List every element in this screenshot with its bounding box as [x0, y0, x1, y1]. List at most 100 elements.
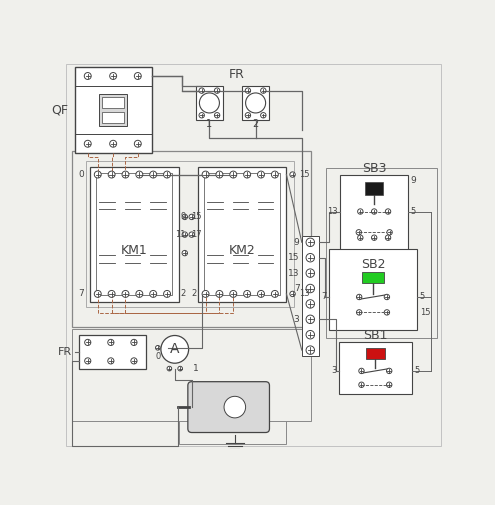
- Circle shape: [199, 113, 204, 118]
- Circle shape: [108, 339, 114, 345]
- Circle shape: [199, 93, 219, 113]
- Circle shape: [167, 366, 172, 371]
- Text: 0: 0: [155, 352, 160, 361]
- Circle shape: [357, 209, 363, 214]
- Bar: [365, 182, 384, 194]
- Bar: [339, 342, 412, 394]
- Text: 15: 15: [420, 308, 430, 317]
- Circle shape: [189, 214, 195, 220]
- Bar: [102, 112, 124, 123]
- Circle shape: [387, 368, 392, 374]
- Text: 15: 15: [191, 213, 201, 221]
- Circle shape: [306, 254, 314, 262]
- Text: 5: 5: [420, 292, 425, 301]
- Bar: [329, 249, 417, 330]
- Circle shape: [387, 382, 392, 387]
- Text: 13: 13: [327, 207, 338, 216]
- Circle shape: [359, 368, 364, 374]
- Circle shape: [245, 88, 250, 93]
- Circle shape: [131, 339, 137, 345]
- Circle shape: [214, 113, 220, 118]
- Circle shape: [202, 290, 209, 297]
- Circle shape: [387, 230, 392, 235]
- Bar: [204, 173, 280, 295]
- Bar: [79, 335, 147, 369]
- Bar: [96, 173, 172, 295]
- Text: SB2: SB2: [361, 258, 385, 271]
- Circle shape: [306, 238, 314, 246]
- Text: 7: 7: [294, 284, 299, 293]
- Bar: [72, 329, 311, 421]
- Circle shape: [149, 290, 156, 297]
- Circle shape: [94, 290, 101, 297]
- Text: 13: 13: [298, 289, 309, 298]
- Circle shape: [357, 235, 363, 240]
- Text: 1: 1: [206, 119, 212, 129]
- Circle shape: [306, 269, 314, 277]
- Circle shape: [246, 93, 266, 113]
- Circle shape: [290, 291, 295, 296]
- Text: 13: 13: [288, 269, 299, 278]
- Circle shape: [134, 140, 141, 147]
- Circle shape: [122, 171, 129, 178]
- Text: 9: 9: [180, 213, 186, 221]
- Circle shape: [84, 73, 91, 79]
- Text: 2: 2: [252, 119, 259, 129]
- Circle shape: [356, 310, 362, 315]
- Circle shape: [216, 290, 223, 297]
- Circle shape: [131, 358, 137, 364]
- Bar: [242, 86, 269, 120]
- Circle shape: [108, 358, 114, 364]
- Circle shape: [244, 290, 250, 297]
- Text: KM2: KM2: [229, 244, 255, 257]
- Circle shape: [356, 294, 362, 299]
- Circle shape: [110, 73, 117, 79]
- Circle shape: [161, 335, 189, 363]
- Text: 7: 7: [321, 292, 327, 301]
- Circle shape: [216, 171, 223, 178]
- Bar: [362, 272, 384, 283]
- Circle shape: [245, 113, 250, 118]
- Bar: [86, 161, 294, 307]
- Circle shape: [108, 171, 115, 178]
- Bar: [90, 167, 179, 301]
- Text: 2: 2: [191, 289, 196, 298]
- Circle shape: [290, 172, 295, 177]
- Text: SB1: SB1: [363, 329, 388, 342]
- Bar: [179, 382, 287, 444]
- Bar: [75, 67, 151, 153]
- Circle shape: [163, 290, 170, 297]
- Circle shape: [108, 290, 115, 297]
- Text: 15: 15: [288, 253, 299, 262]
- Text: 15: 15: [298, 170, 309, 179]
- Circle shape: [136, 171, 143, 178]
- Text: 3: 3: [294, 315, 299, 324]
- Text: A: A: [170, 342, 180, 357]
- Circle shape: [134, 73, 141, 79]
- Text: 5: 5: [414, 367, 419, 375]
- Bar: [302, 236, 319, 356]
- Text: KM1: KM1: [121, 244, 148, 257]
- Text: 2: 2: [180, 289, 186, 298]
- Circle shape: [178, 366, 183, 371]
- Circle shape: [271, 290, 278, 297]
- Circle shape: [384, 310, 390, 315]
- Text: 1: 1: [193, 364, 198, 373]
- Text: FR: FR: [58, 346, 72, 357]
- Circle shape: [214, 88, 220, 93]
- Circle shape: [359, 382, 364, 387]
- Circle shape: [199, 88, 204, 93]
- Text: 9: 9: [410, 176, 416, 185]
- Circle shape: [189, 232, 195, 237]
- Text: 3: 3: [331, 367, 337, 375]
- Circle shape: [384, 294, 390, 299]
- Text: 7: 7: [78, 289, 84, 298]
- Circle shape: [385, 209, 391, 214]
- Circle shape: [371, 235, 377, 240]
- Circle shape: [371, 209, 377, 214]
- Text: SB3: SB3: [362, 162, 387, 175]
- Bar: [72, 152, 311, 327]
- Text: 17: 17: [191, 230, 201, 239]
- Circle shape: [110, 140, 117, 147]
- Text: QF: QF: [51, 104, 68, 116]
